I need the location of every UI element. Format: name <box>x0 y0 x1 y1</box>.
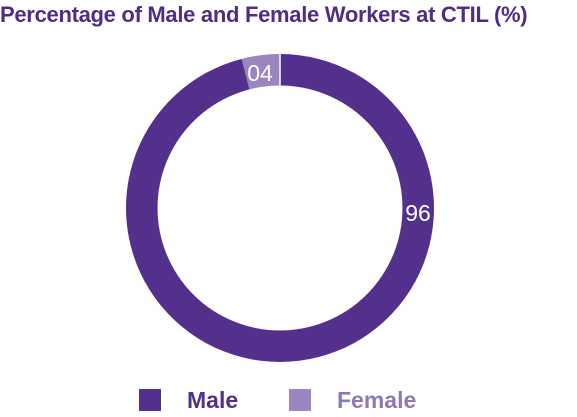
chart-title: Percentage of Male and Female Workers at… <box>0 2 528 27</box>
legend-item-male: Male <box>139 386 238 414</box>
slices <box>125 54 434 362</box>
data-label-male: 96 <box>405 200 431 226</box>
donut-chart: 96 04 <box>125 54 434 362</box>
legend-label-male: Male <box>187 387 239 413</box>
legend: Male Female <box>0 386 577 414</box>
legend-item-female: Female <box>289 386 416 414</box>
slice-female <box>241 54 280 90</box>
data-label-female: 04 <box>247 60 273 86</box>
inner-ring-line <box>157 85 403 331</box>
legend-label-female: Female <box>337 387 417 413</box>
legend-swatch-male <box>139 389 161 411</box>
slice-male <box>125 54 434 362</box>
legend-swatch-female <box>289 389 311 411</box>
